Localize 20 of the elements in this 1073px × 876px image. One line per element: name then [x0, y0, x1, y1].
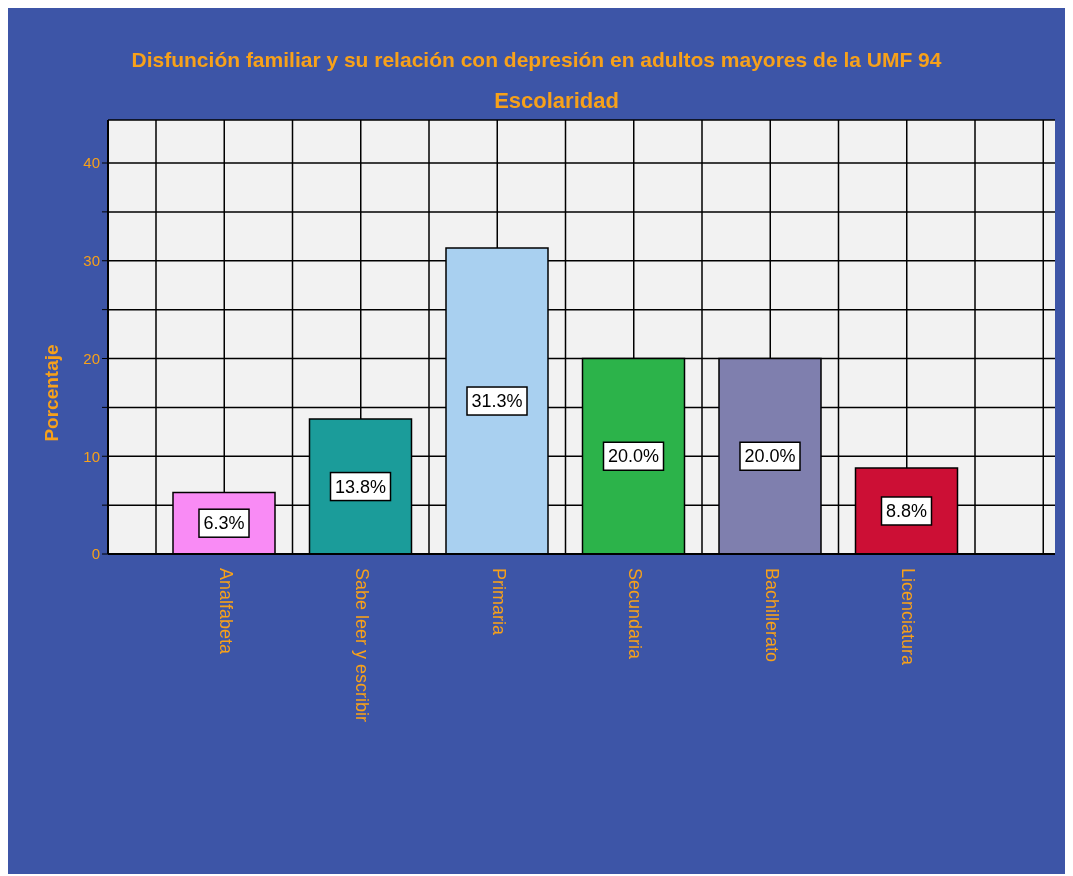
- y-tick-label: 40: [83, 154, 100, 172]
- chart-subtitle: Escolaridad: [493, 88, 620, 114]
- x-tick-label: Secundaria: [625, 568, 645, 661]
- x-tick-label: Primaria: [488, 568, 509, 636]
- data-label: 13.8%: [334, 476, 387, 497]
- y-axis-title: Porcentaje: [41, 344, 63, 442]
- x-tick-label: Analfabeta: [215, 568, 236, 656]
- y-tick-label: 10: [83, 447, 100, 465]
- x-tick-label: Sabe leer y escribir: [352, 568, 372, 723]
- data-label: 31.3%: [471, 391, 523, 412]
- chart-title: Disfunción familiar y su relación con depresión en adultos mayores de la UMF 94: [130, 47, 943, 72]
- y-tick-label: 30: [83, 252, 100, 270]
- x-tick-label: Bachillerato: [761, 568, 782, 663]
- data-label: 8.8%: [885, 500, 928, 521]
- y-tick-label: 0: [91, 545, 100, 563]
- x-tick-label: Licenciatura: [898, 568, 918, 667]
- data-label: 20.0%: [744, 446, 796, 467]
- data-label: 20.0%: [607, 446, 660, 467]
- y-tick-label: 20: [83, 349, 100, 367]
- data-label: 6.3%: [203, 513, 245, 534]
